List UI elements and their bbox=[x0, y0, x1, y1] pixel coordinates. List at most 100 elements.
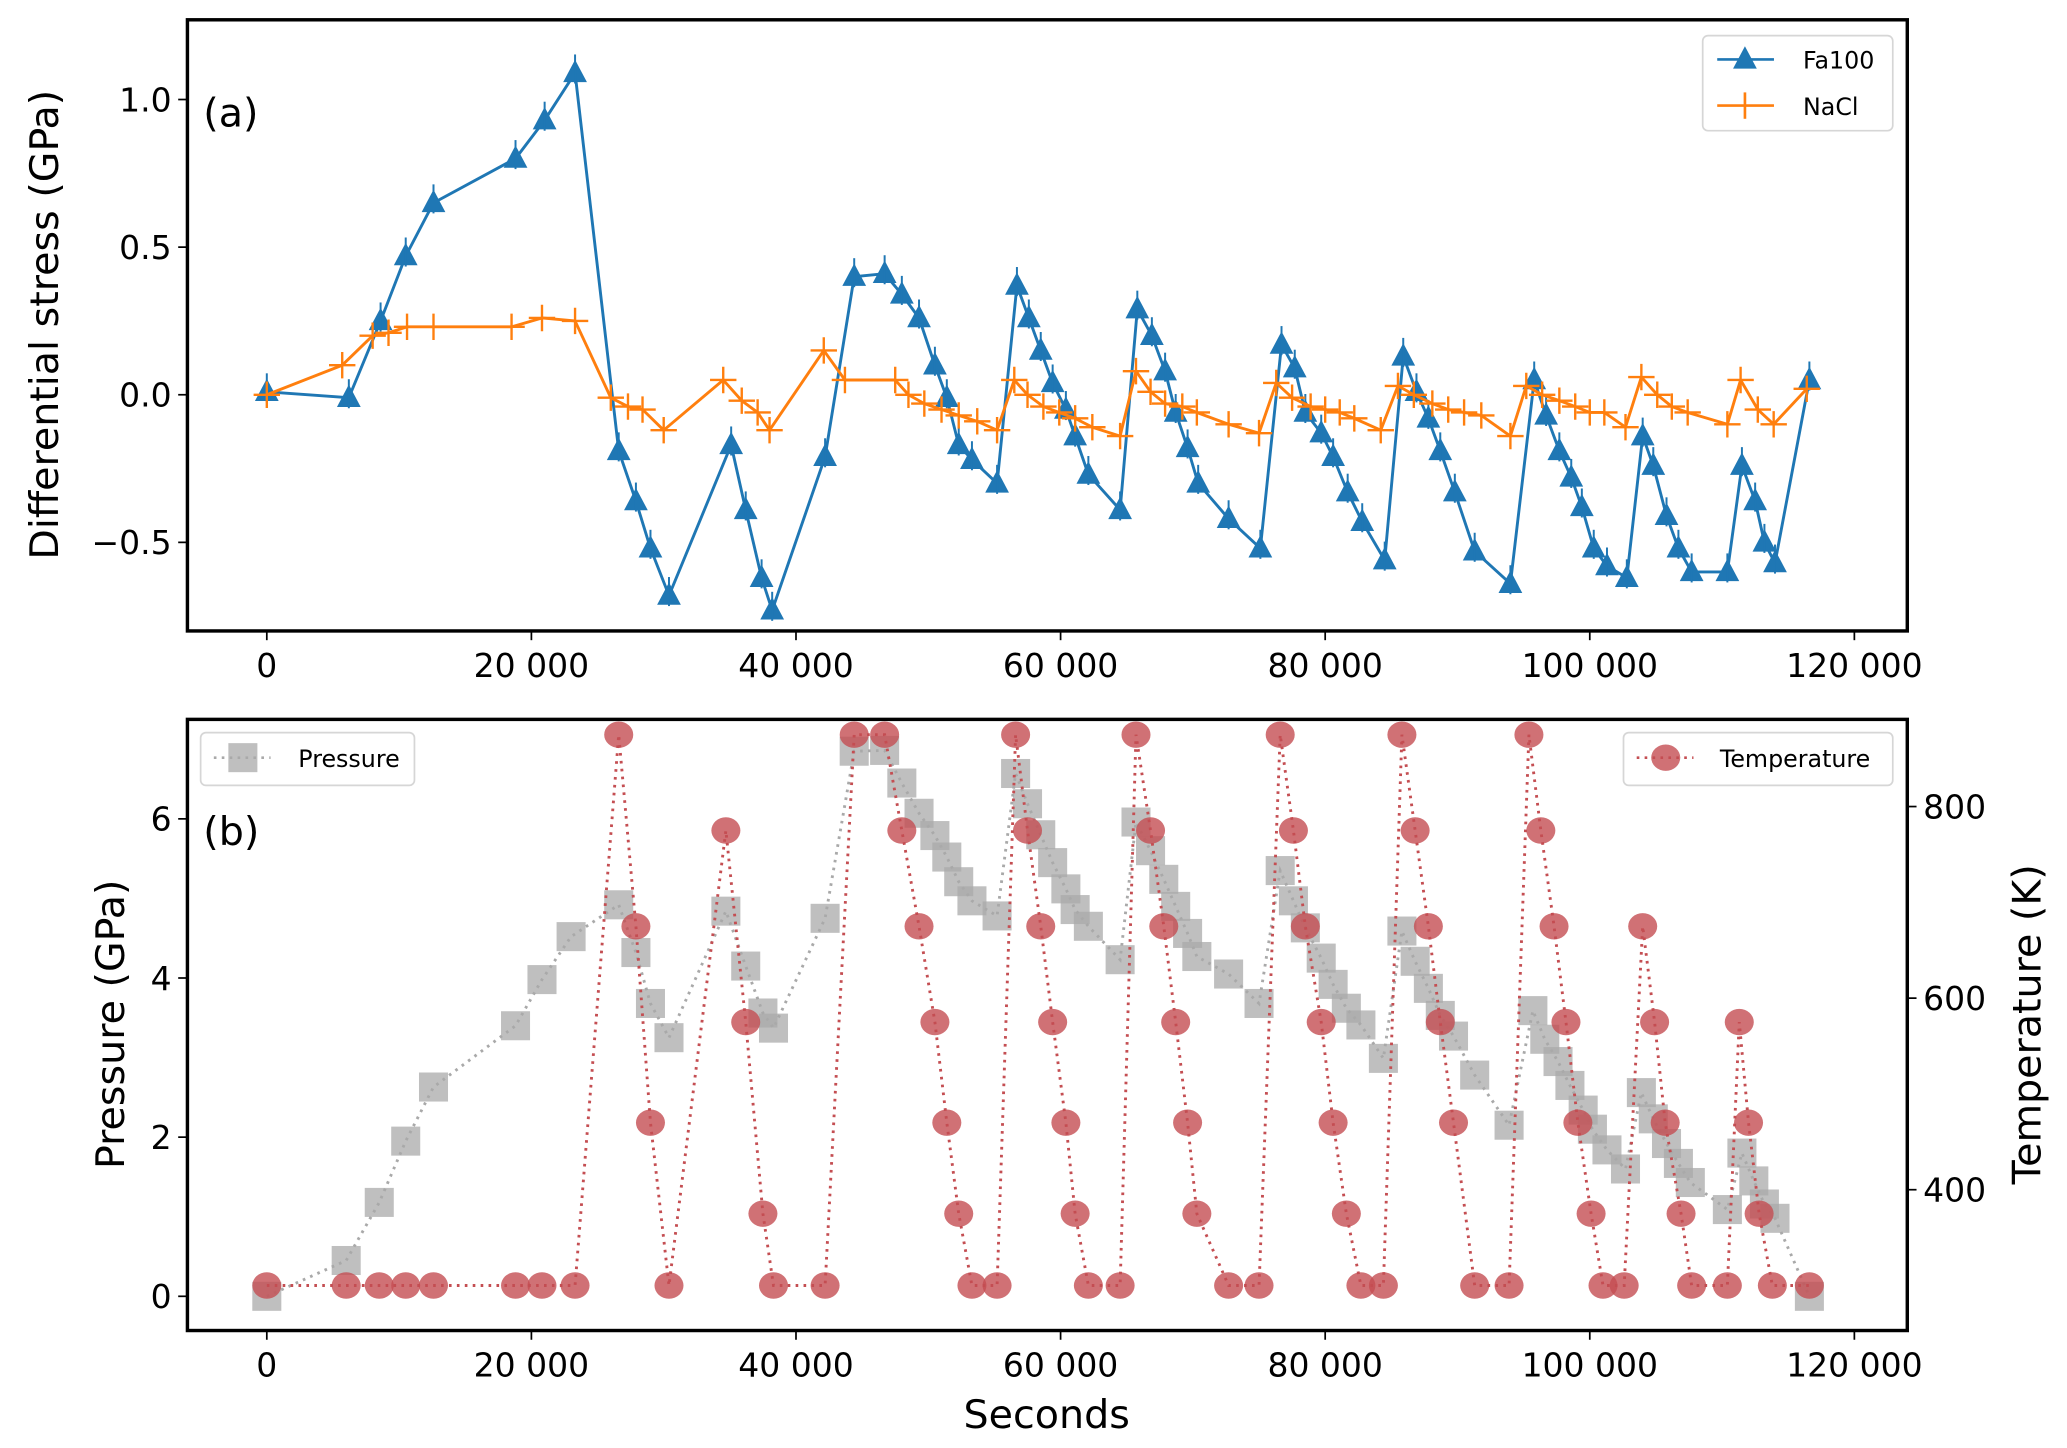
data-point-temperature bbox=[1318, 1109, 1348, 1136]
data-point-temperature bbox=[1001, 721, 1031, 748]
panel-a-y-tick-label: 1.0 bbox=[119, 80, 171, 119]
data-point-nacl bbox=[983, 416, 1011, 444]
panel-b-x-tick-label: 120 000 bbox=[1786, 1346, 1922, 1385]
panel-a-x-tick-label: 40 000 bbox=[738, 646, 853, 685]
data-point-nacl bbox=[911, 390, 938, 417]
data-point-nacl bbox=[945, 402, 972, 429]
data-point-pressure bbox=[810, 903, 840, 933]
data-point-temperature bbox=[1526, 817, 1556, 844]
data-point-pressure bbox=[527, 965, 557, 995]
data-point-temperature bbox=[1724, 1008, 1754, 1036]
panel-b-y-right-tick-label: 400 bbox=[1923, 1171, 1986, 1210]
legend-fa100-triangle-marker-icon bbox=[1733, 46, 1757, 69]
data-point-nacl bbox=[756, 416, 783, 444]
data-point-nacl bbox=[1122, 357, 1150, 385]
data-point-pressure bbox=[731, 951, 761, 981]
panel-b-label: (b) bbox=[203, 809, 259, 855]
data-point-temperature bbox=[560, 1272, 590, 1299]
data-point-pressure bbox=[604, 890, 634, 920]
data-point-nacl bbox=[1400, 381, 1428, 408]
data-point-nacl bbox=[1419, 390, 1446, 417]
data-point-temperature bbox=[1214, 1272, 1244, 1299]
data-point-pressure bbox=[1675, 1167, 1705, 1198]
data-point-temperature bbox=[635, 1109, 665, 1136]
data-point-nacl bbox=[1169, 393, 1196, 420]
data-point-temperature bbox=[1551, 1008, 1581, 1036]
data-point-pressure bbox=[1278, 886, 1308, 916]
data-point-temperature bbox=[1576, 1200, 1606, 1227]
panel-b-y-tick-label: 2 bbox=[151, 1118, 172, 1157]
data-point-nacl bbox=[253, 381, 281, 408]
panel-a-label: (a) bbox=[203, 91, 258, 137]
data-point-nacl bbox=[1151, 390, 1179, 417]
panel-b-y-tick-label: 4 bbox=[151, 959, 172, 998]
panel-b-x-tick-label: 20 000 bbox=[474, 1346, 589, 1385]
panel-a-x-tick-label: 20 000 bbox=[474, 646, 589, 685]
data-point-pressure bbox=[957, 886, 987, 916]
series-line-fa100 bbox=[266, 71, 1811, 612]
data-point-pressure bbox=[1012, 789, 1043, 819]
data-point-nacl bbox=[629, 396, 656, 423]
data-point-temperature bbox=[1149, 913, 1179, 940]
data-point-pressure bbox=[364, 1187, 394, 1217]
data-point-pressure bbox=[982, 901, 1012, 931]
data-point-temperature bbox=[731, 1008, 761, 1036]
data-point-nacl bbox=[1215, 411, 1242, 438]
data-point-temperature bbox=[870, 721, 900, 748]
data-point-pressure bbox=[1518, 996, 1548, 1026]
data-point-nacl bbox=[375, 319, 402, 346]
data-point-temperature bbox=[758, 1272, 789, 1299]
data-point-pressure bbox=[1001, 758, 1031, 789]
data-point-temperature bbox=[1290, 913, 1320, 940]
data-point-pressure bbox=[1265, 856, 1295, 886]
data-point-pressure bbox=[1073, 911, 1103, 941]
data-point-nacl bbox=[393, 313, 421, 341]
data-point-temperature bbox=[1278, 817, 1308, 844]
data-point-pressure bbox=[654, 1023, 684, 1053]
data-point-temperature bbox=[1514, 721, 1544, 748]
data-point-pressure bbox=[1214, 959, 1244, 989]
data-point-nacl bbox=[1079, 414, 1106, 441]
series-line-temperature bbox=[266, 733, 1810, 1287]
data-point-nacl bbox=[1435, 396, 1462, 423]
legend-pressure-label: Pressure bbox=[298, 745, 399, 773]
data-point-temperature bbox=[1563, 1109, 1593, 1136]
data-point-temperature bbox=[1387, 721, 1417, 748]
panel-a-y-tick-label: 0.5 bbox=[119, 228, 171, 267]
data-point-temperature bbox=[711, 817, 741, 844]
data-point-nacl bbox=[1106, 422, 1134, 450]
data-point-nacl bbox=[1562, 393, 1589, 420]
data-point-nacl bbox=[1468, 402, 1495, 429]
data-point-temperature bbox=[1650, 1109, 1680, 1136]
data-point-temperature bbox=[1494, 1272, 1524, 1299]
panel-a-y-tick-label: 0.0 bbox=[119, 376, 171, 415]
data-point-temperature bbox=[1346, 1272, 1376, 1299]
panel-b-y-right-tick-label: 600 bbox=[1923, 979, 1986, 1018]
data-point-nacl bbox=[1714, 411, 1741, 438]
data-point-nacl bbox=[1263, 369, 1290, 397]
data-point-temperature bbox=[654, 1272, 684, 1299]
data-point-nacl bbox=[1628, 363, 1655, 391]
data-point-temperature bbox=[1368, 1272, 1398, 1299]
data-point-temperature bbox=[920, 1008, 950, 1036]
data-point-nacl bbox=[528, 304, 556, 332]
data-point-temperature bbox=[1051, 1109, 1081, 1136]
data-point-pressure bbox=[1149, 864, 1179, 894]
data-point-temperature bbox=[1038, 1008, 1068, 1036]
data-point-temperature bbox=[1331, 1200, 1361, 1227]
data-point-pressure bbox=[1368, 1043, 1398, 1073]
panel-b-y-tick-label: 6 bbox=[151, 800, 172, 839]
data-point-temperature bbox=[904, 913, 934, 940]
data-point-nacl bbox=[1061, 405, 1089, 432]
data-point-nacl bbox=[1311, 396, 1339, 423]
data-point-nacl bbox=[597, 384, 624, 411]
data-point-temperature bbox=[1744, 1200, 1774, 1227]
data-point-nacl bbox=[1612, 414, 1639, 441]
panel-a-frame bbox=[185, 18, 1910, 633]
data-point-pressure bbox=[1346, 1010, 1376, 1040]
data-point-nacl bbox=[1183, 399, 1211, 426]
data-point-temperature bbox=[1425, 1008, 1455, 1036]
legend-box bbox=[1622, 731, 1894, 787]
data-point-temperature bbox=[1026, 913, 1056, 940]
data-point-temperature bbox=[839, 721, 869, 748]
